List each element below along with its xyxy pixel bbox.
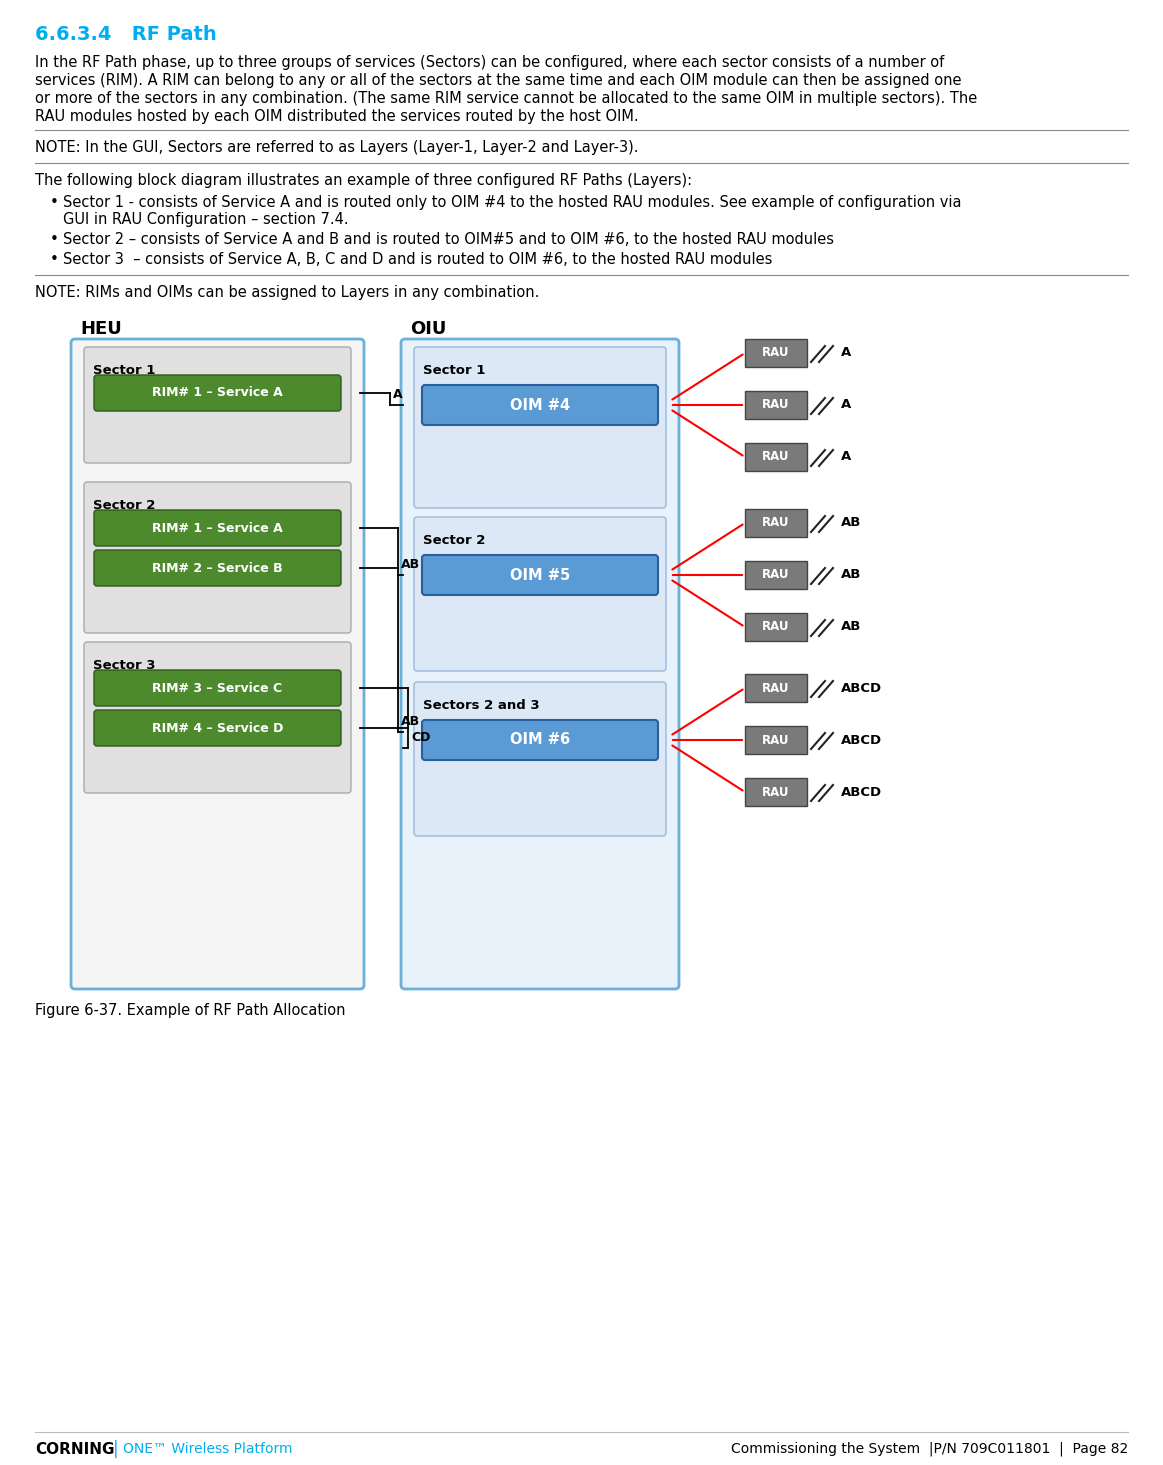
Bar bbox=[745, 612, 807, 642]
Bar bbox=[745, 508, 807, 538]
Text: services (RIM). A RIM can belong to any or all of the sectors at the same time a: services (RIM). A RIM can belong to any … bbox=[35, 73, 962, 88]
Bar bbox=[745, 391, 807, 419]
Text: RIM# 2 – Service B: RIM# 2 – Service B bbox=[152, 561, 283, 574]
Text: OIM #5: OIM #5 bbox=[509, 567, 570, 583]
Text: RAU: RAU bbox=[762, 398, 790, 412]
Text: CD: CD bbox=[411, 731, 430, 744]
Text: A: A bbox=[841, 398, 851, 412]
Text: AB: AB bbox=[401, 558, 420, 571]
Text: RAU: RAU bbox=[762, 347, 790, 359]
Text: RAU: RAU bbox=[762, 517, 790, 529]
Text: or more of the sectors in any combination. (The same RIM service cannot be alloc: or more of the sectors in any combinatio… bbox=[35, 91, 977, 105]
Text: ABCD: ABCD bbox=[841, 681, 882, 694]
Text: A: A bbox=[841, 451, 851, 463]
Text: RAU: RAU bbox=[762, 785, 790, 798]
FancyBboxPatch shape bbox=[414, 517, 666, 671]
Text: NOTE: RIMs and OIMs can be assigned to Layers in any combination.: NOTE: RIMs and OIMs can be assigned to L… bbox=[35, 286, 540, 300]
Text: HEU: HEU bbox=[80, 319, 122, 338]
Bar bbox=[745, 778, 807, 806]
FancyBboxPatch shape bbox=[94, 549, 341, 586]
Text: Figure 6-37. Example of RF Path Allocation: Figure 6-37. Example of RF Path Allocati… bbox=[35, 1004, 345, 1018]
Text: RIM# 1 – Service A: RIM# 1 – Service A bbox=[152, 387, 283, 400]
Text: A: A bbox=[393, 388, 402, 401]
Text: Sector 2 – consists of Service A and B and is routed to OIM#5 and to OIM #6, to : Sector 2 – consists of Service A and B a… bbox=[63, 231, 834, 248]
FancyBboxPatch shape bbox=[94, 711, 341, 746]
FancyBboxPatch shape bbox=[94, 375, 341, 412]
FancyBboxPatch shape bbox=[422, 385, 658, 425]
Text: Sector 1: Sector 1 bbox=[423, 363, 485, 377]
Text: •: • bbox=[50, 195, 59, 209]
Text: OIM #6: OIM #6 bbox=[509, 732, 570, 747]
Bar bbox=[745, 727, 807, 754]
Text: GUI in RAU Configuration – section 7.4.: GUI in RAU Configuration – section 7.4. bbox=[63, 212, 349, 227]
Bar bbox=[745, 338, 807, 368]
Text: RAU: RAU bbox=[762, 451, 790, 463]
Text: ONE™ Wireless Platform: ONE™ Wireless Platform bbox=[123, 1442, 293, 1456]
FancyBboxPatch shape bbox=[71, 338, 364, 989]
Text: Sector 3  – consists of Service A, B, C and D and is routed to OIM #6, to the ho: Sector 3 – consists of Service A, B, C a… bbox=[63, 252, 772, 267]
Text: NOTE: In the GUI, Sectors are referred to as Layers (Layer-1, Layer-2 and Layer-: NOTE: In the GUI, Sectors are referred t… bbox=[35, 141, 638, 155]
Text: AB: AB bbox=[841, 517, 862, 529]
FancyBboxPatch shape bbox=[422, 719, 658, 760]
Text: RIM# 4 – Service D: RIM# 4 – Service D bbox=[152, 721, 283, 734]
Text: A: A bbox=[841, 347, 851, 359]
Text: ABCD: ABCD bbox=[841, 734, 882, 747]
Text: AB: AB bbox=[841, 621, 862, 633]
FancyBboxPatch shape bbox=[94, 670, 341, 706]
Text: •: • bbox=[50, 252, 59, 267]
Text: RAU: RAU bbox=[762, 681, 790, 694]
FancyBboxPatch shape bbox=[414, 683, 666, 837]
Bar bbox=[745, 674, 807, 702]
Text: Sector 2: Sector 2 bbox=[93, 500, 156, 511]
Text: Commissioning the System  |P/N 709C011801  |  Page 82: Commissioning the System |P/N 709C011801… bbox=[730, 1442, 1128, 1456]
FancyBboxPatch shape bbox=[94, 510, 341, 546]
Text: ABCD: ABCD bbox=[841, 785, 882, 798]
Text: 6.6.3.4   RF Path: 6.6.3.4 RF Path bbox=[35, 25, 216, 44]
Text: In the RF Path phase, up to three groups of services (Sectors) can be configured: In the RF Path phase, up to three groups… bbox=[35, 56, 944, 70]
FancyBboxPatch shape bbox=[414, 347, 666, 508]
Text: Sector 3: Sector 3 bbox=[93, 659, 156, 672]
Text: AB: AB bbox=[401, 715, 420, 728]
Text: Sectors 2 and 3: Sectors 2 and 3 bbox=[423, 699, 540, 712]
Text: Sector 1: Sector 1 bbox=[93, 363, 156, 377]
Text: Sector 2: Sector 2 bbox=[423, 535, 485, 546]
Text: •: • bbox=[50, 231, 59, 248]
Bar bbox=[745, 442, 807, 472]
Text: OIM #4: OIM #4 bbox=[509, 397, 570, 413]
FancyBboxPatch shape bbox=[401, 338, 679, 989]
FancyBboxPatch shape bbox=[422, 555, 658, 595]
FancyBboxPatch shape bbox=[84, 482, 351, 633]
FancyBboxPatch shape bbox=[84, 347, 351, 463]
Text: The following block diagram illustrates an example of three configured RF Paths : The following block diagram illustrates … bbox=[35, 173, 692, 188]
Text: CORNING: CORNING bbox=[35, 1442, 114, 1458]
Text: AB: AB bbox=[841, 568, 862, 582]
Text: Sector 1 - consists of Service A and is routed only to OIM #4 to the hosted RAU : Sector 1 - consists of Service A and is … bbox=[63, 195, 962, 209]
Text: |: | bbox=[113, 1440, 119, 1458]
Text: RAU modules hosted by each OIM distributed the services routed by the host OIM.: RAU modules hosted by each OIM distribut… bbox=[35, 108, 638, 125]
Text: RAU: RAU bbox=[762, 568, 790, 582]
Text: RAU: RAU bbox=[762, 621, 790, 633]
Text: RIM# 1 – Service A: RIM# 1 – Service A bbox=[152, 522, 283, 535]
Bar bbox=[745, 561, 807, 589]
Text: RIM# 3 – Service C: RIM# 3 – Service C bbox=[152, 681, 283, 694]
FancyBboxPatch shape bbox=[84, 642, 351, 793]
Text: RAU: RAU bbox=[762, 734, 790, 747]
Text: OIU: OIU bbox=[411, 319, 447, 338]
